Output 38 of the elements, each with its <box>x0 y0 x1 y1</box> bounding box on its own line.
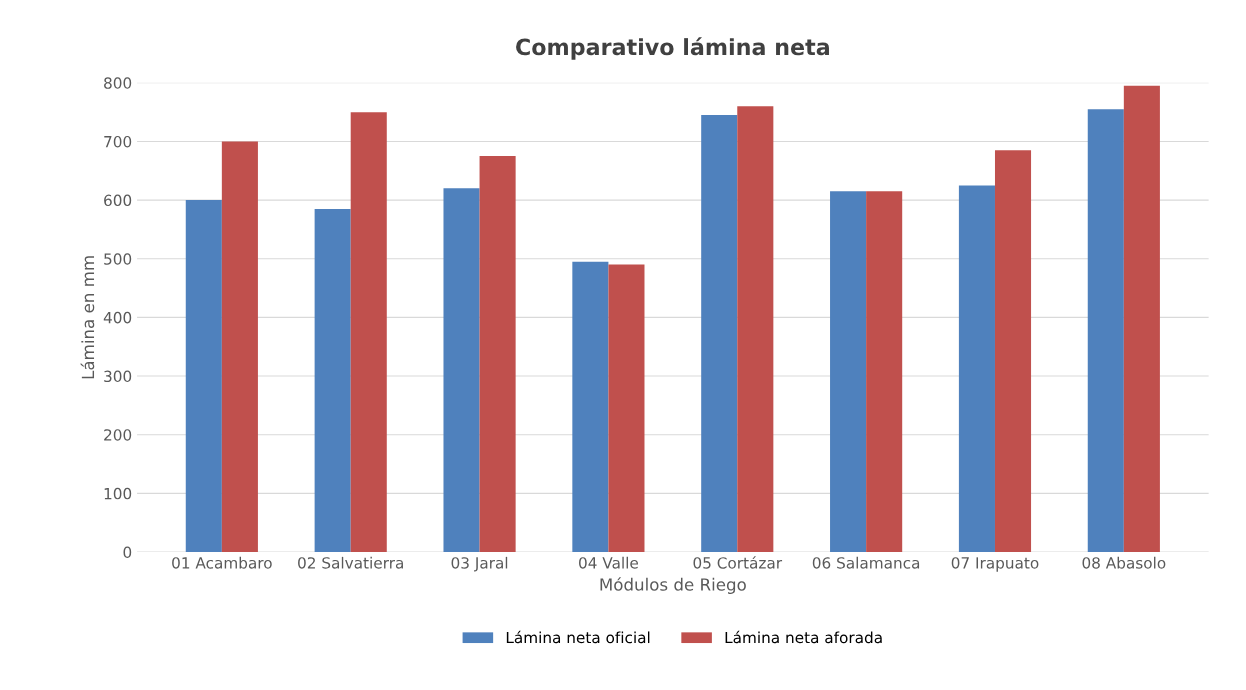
bar <box>701 115 738 552</box>
x-axis-title: Módulos de Riego <box>600 577 746 594</box>
bar <box>608 264 645 552</box>
y-tick-label: 300 <box>104 370 132 383</box>
x-tick-label: 03 Jaral <box>451 556 508 572</box>
x-tick-label: 07 Irapuato <box>951 557 1039 572</box>
x-tick-label: 06 Salamanca <box>812 556 920 569</box>
x-tick-label: 02 Salvatierra <box>298 556 403 569</box>
chart-title: Comparativo lámina neta <box>516 37 829 60</box>
bar <box>314 208 351 552</box>
bar <box>830 191 867 552</box>
bar <box>350 112 387 552</box>
bar <box>994 150 1032 552</box>
x-tick-label: 08 Abasolo <box>1082 556 1166 569</box>
y-tick-label: 0 <box>123 546 132 559</box>
bar <box>866 191 903 552</box>
x-tick-label: 04 Valle <box>579 556 639 569</box>
y-tick-label: 500 <box>104 253 132 265</box>
x-tick-label: 01 Acambaro <box>172 556 272 569</box>
x-tick-label: 05 Cortázar <box>693 556 783 569</box>
bar <box>737 106 774 552</box>
y-tick-label: 100 <box>104 487 132 500</box>
legend-label: Lámina neta oficial <box>506 630 650 644</box>
bar <box>958 185 995 552</box>
y-tick-label: 400 <box>103 311 132 324</box>
bar <box>479 156 516 552</box>
y-tick-label: 700 <box>104 135 132 148</box>
bar <box>1087 109 1124 552</box>
y-tick-label: 200 <box>104 429 132 441</box>
y-tick-label: 800 <box>104 77 132 89</box>
legend-label: Lámina neta aforada <box>725 630 882 644</box>
bar <box>185 200 222 552</box>
y-axis-title: Lámina en mm <box>80 256 95 379</box>
bar <box>572 261 609 552</box>
y-tick-label: 600 <box>104 194 132 207</box>
bar <box>221 141 258 552</box>
bar <box>1123 85 1160 552</box>
bar <box>443 188 480 552</box>
